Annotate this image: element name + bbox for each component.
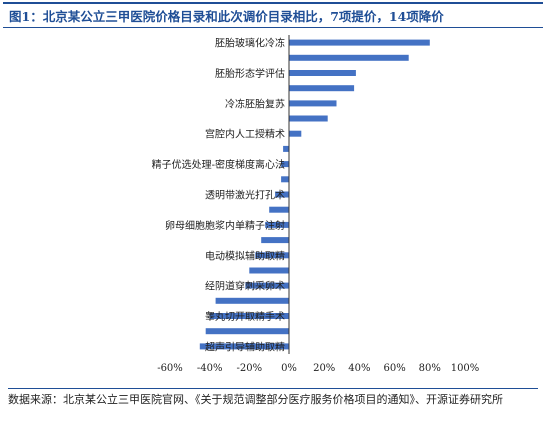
figure-title: 图1：北京某公立三甲医院价格目录和此次调价目录相比，7项提价，14项降价 — [3, 2, 543, 28]
x-tick-label: 80% — [419, 363, 441, 374]
category-label: 超声引导辅助取精 — [205, 340, 285, 353]
x-tick-label: 0% — [281, 363, 297, 374]
figure-source: 数据来源：北京某公立三甲医院官网、《关于规范调整部分医疗服务价格项目的通知》、开… — [8, 388, 538, 408]
bar — [289, 70, 356, 76]
bar — [281, 176, 289, 183]
category-label: 透明带激光打孔术 — [205, 189, 285, 202]
x-tick-label: -20% — [237, 363, 263, 374]
category-label: 胚胎形态学评估 — [215, 67, 285, 80]
category-label: 睾丸切开取精手术 — [205, 310, 285, 323]
category-label: 电动模拟辅助取精 — [205, 249, 285, 262]
bar — [269, 206, 289, 213]
bar — [289, 54, 409, 61]
x-tick-label: -40% — [197, 363, 223, 374]
x-tick-label: 100% — [451, 363, 480, 374]
category-label: 卵母细胞胞浆内单精子注射 — [165, 219, 285, 232]
bar — [289, 130, 302, 137]
category-label: 冷冻胚胎复苏 — [225, 97, 285, 110]
bar — [261, 237, 289, 244]
bar — [289, 100, 337, 107]
bar — [289, 39, 430, 46]
bar — [245, 282, 289, 289]
bar — [209, 313, 289, 319]
bar — [275, 191, 289, 198]
bar — [283, 145, 289, 152]
bar — [265, 221, 289, 228]
x-tick-label: 60% — [383, 363, 405, 374]
bar-chart: 胚胎玻璃化冷冻胚胎形态学评估冷冻胚胎复苏宫腔内人工授精术精子优选处理-密度梯度离… — [152, 35, 480, 374]
bar — [289, 85, 355, 92]
bar — [281, 161, 289, 168]
category-label: 宫腔内人工授精术 — [205, 128, 285, 141]
x-tick-label: -60% — [157, 363, 183, 374]
x-tick-label: 20% — [313, 363, 335, 374]
category-label: 经阴道穿刺采卵术 — [205, 280, 285, 293]
bar — [205, 328, 289, 335]
bar — [199, 343, 290, 350]
category-label: 精子优选处理-密度梯度离心法 — [152, 158, 285, 171]
bar — [249, 267, 289, 274]
bar — [289, 115, 328, 122]
bar — [215, 297, 289, 304]
x-tick-label: 40% — [348, 363, 370, 374]
category-label: 胚胎玻璃化冷冻 — [215, 37, 285, 50]
bar — [255, 252, 289, 259]
